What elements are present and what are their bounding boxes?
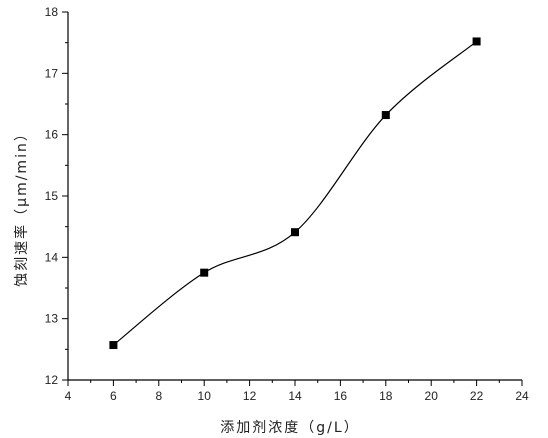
y-tick-label-12: 12 (45, 373, 59, 387)
y-tick-label-17: 17 (45, 66, 59, 80)
data-point-10 (200, 268, 209, 277)
y-tick-label-13: 13 (45, 312, 59, 326)
data-point-18 (381, 111, 390, 120)
y-tick-labels: 12 13 14 15 16 17 18 (45, 5, 59, 387)
x-tick-label-12: 12 (243, 389, 257, 403)
x-tick-labels: 4 6 8 10 12 14 16 18 20 22 24 (65, 389, 529, 403)
x-tick-label-10: 10 (198, 389, 212, 403)
x-tick-label-16: 16 (334, 389, 348, 403)
y-tick-label-15: 15 (45, 189, 59, 203)
x-tick-label-14: 14 (288, 389, 302, 403)
y-tick-label-14: 14 (45, 250, 59, 264)
x-tick-label-24: 24 (515, 389, 529, 403)
data-point-14 (291, 228, 299, 237)
x-tick-label-6: 6 (110, 389, 117, 403)
y-tick-label-16: 16 (45, 128, 59, 142)
tick-marks (62, 11, 523, 386)
x-tick-label-18: 18 (379, 389, 393, 403)
data-point-6 (109, 341, 118, 350)
data-series (109, 37, 481, 350)
y-axis-label: 蚀刻速率（μm/min） (13, 125, 30, 287)
data-point-22 (472, 37, 481, 46)
x-tick-label-4: 4 (65, 389, 72, 403)
x-tick-label-20: 20 (425, 389, 439, 403)
x-tick-label-8: 8 (155, 389, 162, 403)
x-tick-label-22: 22 (470, 389, 484, 403)
x-axis-label: 添加剂浓度（g/L） (220, 420, 359, 436)
y-tick-label-18: 18 (45, 5, 59, 19)
